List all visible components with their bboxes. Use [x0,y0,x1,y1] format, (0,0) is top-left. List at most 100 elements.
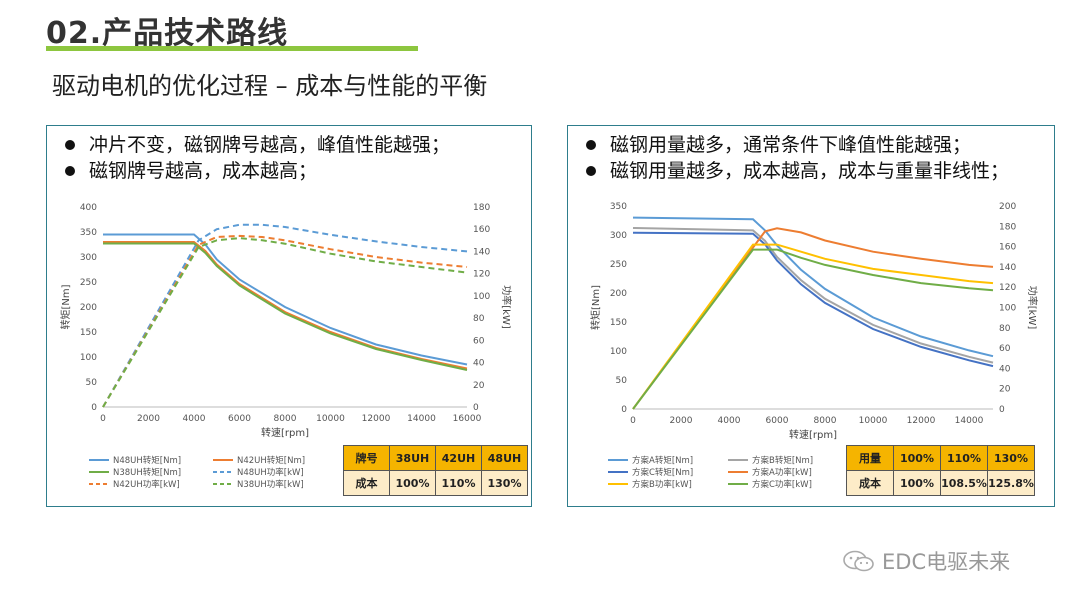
x-tick-label: 14000 [955,416,984,426]
y-tick-label: 50 [86,378,98,388]
legend-label: N42UH转矩[Nm] [237,455,305,466]
y2-tick-label: 140 [999,263,1016,273]
table-header-cell: 100% [893,445,941,471]
legend-label: 方案C功率[kW] [752,479,812,490]
y2-tick-label: 160 [473,225,490,235]
magnet-grade-cost-table: 牌号 38UH 42UH 48UH 成本 100% 110% 130% [343,445,528,496]
y-tick-label: 200 [80,303,97,313]
right-chart-panel: 磁钢用量越多，通常条件下峰值性能越强； 磁钢用量越多，成本越高，成本与重量非线性… [567,125,1055,507]
y-axis-label: 转矩[Nm] [589,285,602,330]
left-bullet-list: 冲片不变，磁钢牌号越高，峰值性能越强； 磁钢牌号越高，成本越高； [65,132,450,184]
x-tick-label: 12000 [907,416,936,426]
y2-tick-label: 20 [473,381,485,391]
y2-tick-label: 120 [473,270,490,280]
magnet-usage-cost-table: 用量 100% 110% 130% 成本 100% 108.5% 125.8% [846,445,1035,496]
x-tick-label: 0 [630,416,636,426]
y-tick-label: 100 [610,347,627,357]
series-line [632,243,994,410]
x-tick-label: 6000 [228,414,251,424]
x-tick-label: 2000 [670,416,693,426]
y-tick-label: 300 [610,231,627,241]
x-tick-label: 8000 [814,416,837,426]
table-cell: 100% [893,470,941,496]
table-cell: 110% [435,470,482,496]
y-tick-label: 150 [80,328,97,338]
table-cell: 100% [389,470,436,496]
legend-label: N42UH功率[kW] [113,479,180,490]
table-header-cell: 110% [940,445,988,471]
watermark: EDC电驱未来 [842,546,1010,576]
bullet-text: 磁钢用量越多，成本越高，成本与重量非线性； [610,160,1010,182]
bullet-item: 磁钢用量越多，通常条件下峰值性能越强； [586,132,1009,158]
table-cell: 108.5% [940,470,988,496]
x-tick-label: 8000 [274,414,297,424]
y2-tick-label: 80 [473,314,485,324]
y-tick-label: 100 [80,353,97,363]
wechat-icon [843,550,874,572]
table-cell: 125.8% [987,470,1035,496]
x-tick-label: 12000 [362,414,391,424]
left-line-chart: 0501001502002503003504000204060801001201… [59,203,513,490]
bullet-text: 磁钢用量越多，通常条件下峰值性能越强； [610,134,972,156]
bullet-dot-icon [65,166,75,176]
x-tick-label: 0 [100,414,106,424]
legend-label: N48UH转矩[Nm] [113,455,181,466]
page-title: 02.产品技术路线 [46,16,289,51]
y2-tick-label: 160 [999,243,1016,253]
table-header-cell: 42UH [435,445,482,471]
series-line [632,248,994,410]
x-tick-label: 4000 [183,414,206,424]
y2-tick-label: 40 [473,359,485,369]
series-line [103,233,468,366]
page-subtitle: 驱动电机的优化过程 – 成本与性能的平衡 [52,72,488,100]
legend-label: N38UH功率[kW] [237,479,304,490]
x-tick-label: 10000 [859,416,888,426]
bullet-text: 磁钢牌号越高，成本越高； [89,160,318,182]
right-bullet-list: 磁钢用量越多，通常条件下峰值性能越强； 磁钢用量越多，成本越高，成本与重量非线性… [586,132,1009,184]
y2-tick-label: 40 [999,364,1011,374]
table-cell: 130% [481,470,528,496]
legend-label: N38UH转矩[Nm] [113,467,181,478]
series-line [632,216,994,358]
y2-tick-label: 0 [473,403,479,413]
table-header-cell: 130% [987,445,1035,471]
y-tick-label: 350 [80,228,97,238]
y-tick-label: 250 [610,260,627,270]
title-underline [46,46,418,51]
x-axis-label: 转速[rpm] [261,426,309,439]
legend-label: 方案A功率[kW] [752,467,812,478]
table-header-cell: 38UH [389,445,436,471]
table-header-cell: 牌号 [343,445,390,471]
y2-axis-label: 功率[kW] [1026,286,1039,330]
bullet-dot-icon [586,166,596,176]
y2-tick-label: 180 [999,222,1016,232]
legend-label: 方案A转矩[Nm] [632,455,693,466]
x-tick-label: 14000 [407,414,436,424]
bullet-dot-icon [65,140,75,150]
y-tick-label: 200 [610,289,627,299]
y-tick-label: 0 [91,403,97,413]
y2-tick-label: 60 [473,336,485,346]
x-tick-label: 4000 [718,416,741,426]
y-tick-label: 150 [610,318,627,328]
table-header-cell: 48UH [481,445,528,471]
table-cell: 成本 [846,470,894,496]
y-axis-label: 转矩[Nm] [59,284,72,329]
series-line [102,237,468,408]
bullet-item: 磁钢用量越多，成本越高，成本与重量非线性； [586,158,1009,184]
y2-tick-label: 200 [999,202,1016,212]
bullet-text: 冲片不变，磁钢牌号越高，峰值性能越强； [89,134,451,156]
series-line [103,242,468,371]
x-axis-label: 转速[rpm] [789,428,837,441]
table-header-cell: 用量 [846,445,894,471]
x-tick-label: 2000 [137,414,160,424]
y-tick-label: 50 [616,376,628,386]
y-tick-label: 350 [610,202,627,212]
series-line [632,227,994,410]
y-tick-label: 0 [621,405,627,415]
y2-tick-label: 60 [999,344,1011,354]
series-line [102,234,468,408]
series-line [632,231,994,368]
series-line [102,223,468,408]
y2-tick-label: 140 [473,247,490,257]
